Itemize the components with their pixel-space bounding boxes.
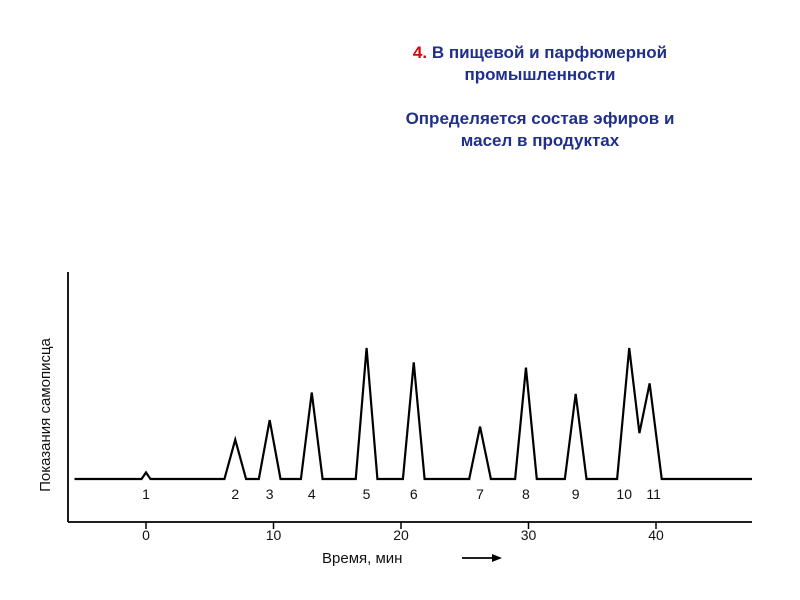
x-tick-label-0: 0 xyxy=(142,527,150,543)
x-axis: 0 10 20 30 40 xyxy=(142,522,664,543)
peak-label-2: 2 xyxy=(231,486,239,502)
peak-label-3: 3 xyxy=(266,486,274,502)
heading-title-part1: В пищевой и парфюмерной xyxy=(431,43,668,62)
peak-label-1: 1 xyxy=(142,486,150,502)
peak-labels: 1 2 3 4 5 6 7 8 9 10 11 xyxy=(142,486,661,502)
heading-number: 4. xyxy=(412,43,428,62)
chart-frame xyxy=(67,272,752,523)
peak-label-7: 7 xyxy=(476,486,484,502)
x-tick-label-20: 20 xyxy=(393,527,409,543)
chromatogram-trace xyxy=(74,347,752,481)
heading-subtitle-part2: масел в продуктах xyxy=(460,131,620,150)
heading-title-part2: промышленности xyxy=(464,65,616,84)
peak-label-11: 11 xyxy=(646,486,661,502)
peak-label-8: 8 xyxy=(522,486,530,502)
peak-label-6: 6 xyxy=(410,486,418,502)
y-axis-label: Показания самописца xyxy=(37,337,54,491)
peak-label-4: 4 xyxy=(308,486,316,502)
x-tick-label-10: 10 xyxy=(266,527,282,543)
peak-label-9: 9 xyxy=(572,486,580,502)
heading-subtitle-part1: Определяется состав эфиров и xyxy=(405,109,675,128)
x-tick-label-40: 40 xyxy=(648,527,664,543)
x-axis-arrow xyxy=(462,554,502,562)
peak-label-5: 5 xyxy=(363,486,371,502)
x-tick-label-30: 30 xyxy=(521,527,537,543)
x-axis-label: Время, мин xyxy=(322,550,402,567)
slide-heading: 4. В пищевой и парфюмерной промышленност… xyxy=(330,42,750,152)
peak-label-10: 10 xyxy=(616,486,632,502)
